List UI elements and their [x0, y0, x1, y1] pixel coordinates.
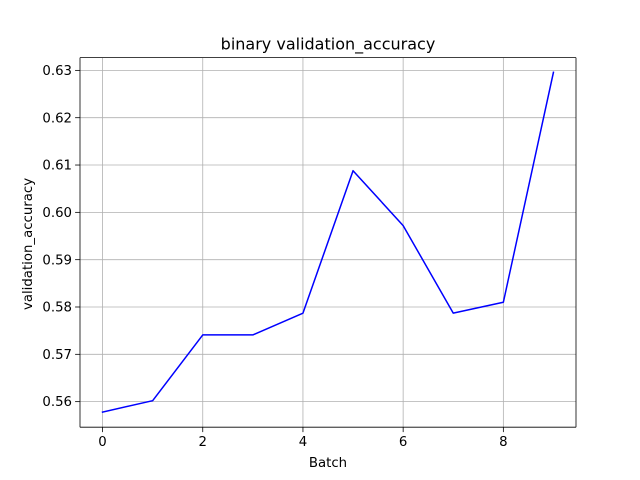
data-point-6 — [402, 225, 404, 227]
grid — [80, 57, 576, 428]
y-tick-label: 0.57 — [42, 348, 72, 363]
chart-title: binary validation_accuracy — [221, 35, 436, 55]
data-point-0 — [102, 411, 104, 413]
x-tick-label: 0 — [98, 435, 106, 450]
axes — [79, 57, 577, 428]
y-axis-label: validation_accuracy — [21, 178, 36, 310]
y-tick-label: 0.58 — [42, 301, 72, 316]
data-point-1 — [152, 400, 154, 402]
x-axis-label: Batch — [309, 456, 347, 471]
y-tick-label: 0.62 — [42, 111, 72, 126]
y-tick-label: 0.59 — [42, 253, 72, 268]
x-tick-label: 6 — [399, 435, 407, 450]
ticks: 0 2 4 6 8 0.56 0.57 0.58 0.59 0.60 0.61 0.62 0.63 — [42, 64, 507, 450]
data-point-9 — [553, 72, 555, 74]
data-point-3 — [252, 334, 254, 336]
y-tick-label: 0.61 — [42, 159, 72, 174]
data-point-4 — [302, 312, 304, 314]
y-tick-label: 0.63 — [42, 64, 72, 79]
x-tick-label: 2 — [199, 435, 207, 450]
data-point-7 — [453, 312, 455, 314]
data-point-8 — [503, 302, 505, 304]
data-point-5 — [352, 170, 354, 172]
x-tick-label: 8 — [499, 435, 507, 450]
y-tick-label: 0.60 — [42, 206, 72, 221]
series-line-validation_accuracy — [101, 71, 555, 413]
series-layer — [101, 71, 555, 413]
y-tick-label: 0.56 — [42, 395, 72, 410]
x-tick-label: 4 — [299, 435, 307, 450]
data-point-2 — [202, 334, 204, 336]
